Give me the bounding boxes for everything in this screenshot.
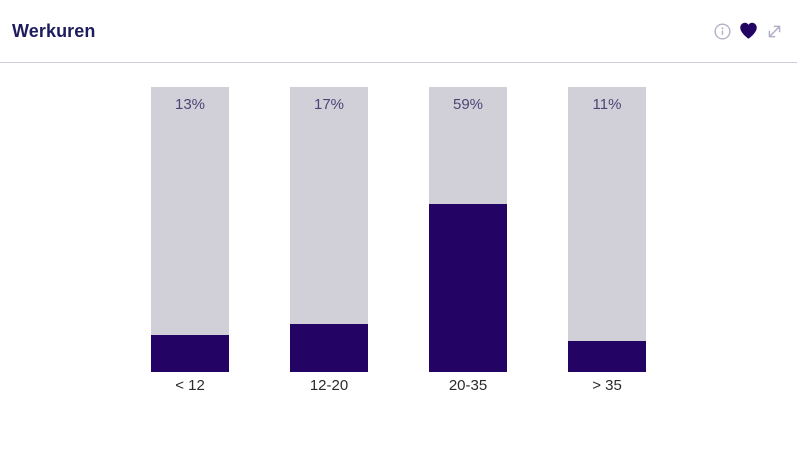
bar-track[interactable]: 59% <box>429 87 507 372</box>
bar-fill[interactable] <box>151 334 229 372</box>
bar-track[interactable]: 17% <box>290 87 368 372</box>
bar-value-label: 59% <box>452 96 484 113</box>
bar-column: 13% < 12 <box>151 87 229 394</box>
bar-value-label: 11% <box>592 96 622 113</box>
expand-button[interactable] <box>766 23 783 40</box>
x-axis-category-label: > 35 <box>592 377 622 394</box>
bar-fill[interactable] <box>429 203 507 372</box>
bar-chart: 13% < 12 17% 12-20 59% 20-35 11% > 35 <box>0 87 797 394</box>
bar-column: 11% > 35 <box>568 87 646 394</box>
x-axis-category-label: 20-35 <box>448 377 488 394</box>
expand-icon <box>766 23 783 40</box>
x-axis-category-label: < 12 <box>175 377 205 394</box>
page-title: Werkuren <box>12 20 96 41</box>
bar-fill[interactable] <box>290 323 368 372</box>
card-header: Werkuren <box>0 0 797 63</box>
bar-column: 59% 20-35 <box>429 87 507 394</box>
bar-track[interactable]: 11% <box>568 87 646 372</box>
heart-icon <box>738 21 759 41</box>
info-icon <box>714 22 731 40</box>
card-actions <box>714 21 783 41</box>
bar-track[interactable]: 13% <box>151 87 229 372</box>
bar-value-label: 17% <box>313 96 345 113</box>
bar-value-label: 13% <box>174 96 206 113</box>
x-axis-category-label: 12-20 <box>309 377 349 394</box>
info-button[interactable] <box>714 22 731 40</box>
favorite-button[interactable] <box>738 21 759 41</box>
bar-column: 17% 12-20 <box>290 87 368 394</box>
bar-fill[interactable] <box>568 340 646 372</box>
